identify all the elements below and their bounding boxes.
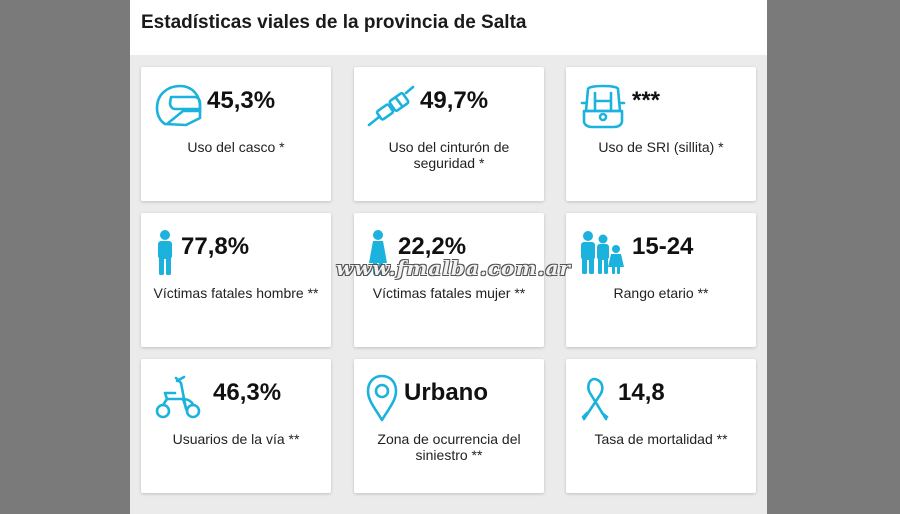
stat-card-child-seat: *** Uso de SRI (sillita) * bbox=[566, 67, 756, 201]
seatbelt-icon bbox=[366, 81, 416, 131]
stat-label: Usuarios de la vía ** bbox=[172, 431, 300, 447]
stat-label: Tasa de mortalidad ** bbox=[594, 431, 728, 447]
watermark: www.fmalba.com.ar bbox=[336, 256, 571, 280]
stat-value: 15-24 bbox=[632, 233, 694, 260]
stat-card-helmet: 45,3% Uso del casco * bbox=[141, 67, 331, 201]
stat-value: 49,7% bbox=[420, 87, 489, 114]
stat-label: Zona de ocurrencia del siniestro ** bbox=[377, 431, 521, 463]
stat-value: 14,8 bbox=[618, 379, 665, 406]
stat-card-mortality: 14,8 Tasa de mortalidad ** bbox=[566, 359, 756, 493]
stat-card-age-range: 15-24 Rango etario ** bbox=[566, 213, 756, 347]
stat-value: 77,8% bbox=[181, 233, 250, 260]
stat-card-seatbelt: 49,7% Uso del cinturón de seguridad * bbox=[354, 67, 544, 201]
stat-value: *** bbox=[632, 87, 661, 114]
scooter-icon bbox=[153, 373, 203, 423]
stat-label: Víctimas fatales hombre ** bbox=[153, 285, 319, 301]
stat-label: Víctimas fatales mujer ** bbox=[372, 285, 526, 301]
helmet-icon bbox=[153, 81, 203, 131]
stat-label: Uso de SRI (sillita) * bbox=[598, 139, 724, 155]
stat-value: 46,3% bbox=[213, 379, 282, 406]
stat-label: Uso del cinturón de seguridad * bbox=[388, 139, 510, 171]
woman-icon bbox=[366, 227, 416, 277]
stats-panel: Estadísticas viales de la provincia de S… bbox=[130, 0, 767, 514]
stat-value: Urbano bbox=[404, 379, 488, 406]
man-icon bbox=[153, 227, 203, 277]
stat-card-zone: Urbano Zona de ocurrencia del siniestro … bbox=[354, 359, 544, 493]
stat-label: Rango etario ** bbox=[613, 285, 709, 301]
location-pin-icon bbox=[366, 373, 416, 423]
ribbon-icon bbox=[578, 373, 628, 423]
stat-card-road-users: 46,3% Usuarios de la vía ** bbox=[141, 359, 331, 493]
stat-value: 45,3% bbox=[207, 87, 276, 114]
panel-header: Estadísticas viales de la provincia de S… bbox=[130, 0, 767, 55]
stat-card-fatal-female: 22,2% Víctimas fatales mujer ** bbox=[354, 213, 544, 347]
page-title: Estadísticas viales de la provincia de S… bbox=[141, 12, 527, 33]
stat-card-fatal-male: 77,8% Víctimas fatales hombre ** bbox=[141, 213, 331, 347]
child-seat-icon bbox=[578, 81, 628, 131]
family-icon bbox=[578, 227, 628, 277]
stat-label: Uso del casco * bbox=[187, 139, 285, 155]
stat-value: 22,2% bbox=[398, 233, 467, 260]
